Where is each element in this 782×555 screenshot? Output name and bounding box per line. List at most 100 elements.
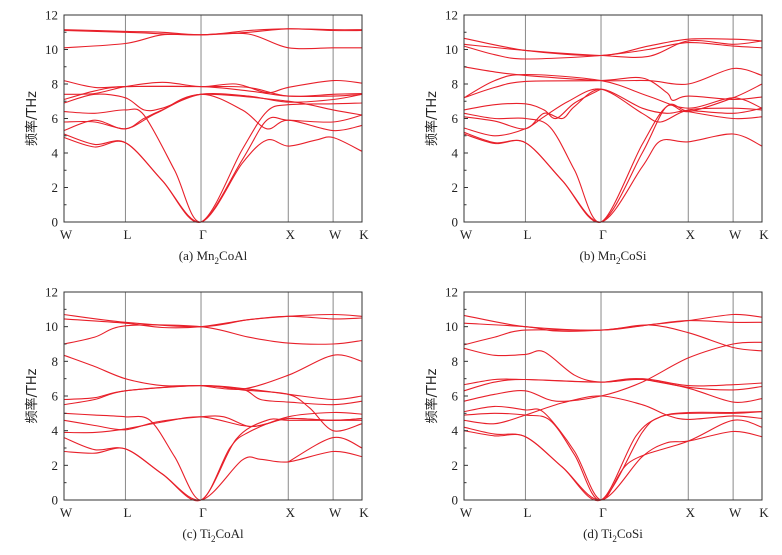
x-tick-label: W bbox=[60, 227, 73, 242]
y-axis-label: 频率/THz bbox=[24, 91, 40, 146]
caption-prefix: (c) Ti bbox=[182, 526, 211, 541]
phonon-band bbox=[63, 93, 363, 130]
caption-suffix: CoAl bbox=[215, 526, 244, 541]
phonon-band bbox=[463, 341, 763, 402]
phonon-band bbox=[463, 83, 763, 223]
phonon-band bbox=[63, 411, 363, 501]
y-tick-label: 8 bbox=[52, 354, 59, 369]
x-tick-label: Γ bbox=[199, 505, 207, 520]
phonon-band bbox=[63, 385, 363, 432]
phonon-band bbox=[63, 418, 362, 502]
y-tick-label: 12 bbox=[45, 285, 58, 300]
y-tick-label: 12 bbox=[45, 8, 58, 23]
phonon-band bbox=[63, 28, 363, 36]
y-tick-label: 6 bbox=[452, 111, 459, 126]
phonon-band bbox=[63, 354, 363, 406]
phonon-band bbox=[463, 41, 763, 60]
y-tick-label: 12 bbox=[445, 8, 458, 23]
panel-caption: (d) Ti2CoSi bbox=[583, 526, 643, 544]
y-tick-label: 6 bbox=[52, 389, 59, 404]
panel-caption: (c) Ti2CoAl bbox=[182, 526, 244, 544]
caption-subscript: 2 bbox=[211, 534, 216, 544]
y-tick-label: 2 bbox=[452, 180, 459, 195]
phonon-band bbox=[463, 378, 763, 387]
y-tick-label: 10 bbox=[445, 319, 458, 334]
x-tick-label: W bbox=[460, 505, 473, 520]
caption-subscript: 2 bbox=[215, 256, 220, 266]
phonon-band bbox=[288, 436, 363, 463]
phonon-band bbox=[63, 80, 363, 98]
y-tick-label: 4 bbox=[52, 146, 59, 161]
phonon-band bbox=[63, 313, 363, 328]
y-tick-label: 10 bbox=[445, 42, 458, 57]
y-tick-label: 6 bbox=[452, 389, 459, 404]
phonon-band bbox=[463, 76, 763, 101]
y-tick-label: 0 bbox=[52, 215, 59, 230]
x-tick-label: L bbox=[123, 227, 131, 242]
phonon-band bbox=[463, 395, 763, 425]
panel-caption: (a) Mn2CoAl bbox=[179, 248, 248, 266]
phonon-band bbox=[463, 66, 763, 85]
x-tick-label: K bbox=[759, 227, 769, 242]
phonon-band bbox=[463, 103, 763, 223]
phonon-band bbox=[63, 324, 363, 345]
y-tick-label: 0 bbox=[452, 215, 459, 230]
y-axis-label: 频率/THz bbox=[424, 368, 440, 423]
phonon-band bbox=[63, 32, 362, 50]
phonon-band bbox=[463, 88, 602, 120]
y-tick-label: 8 bbox=[452, 77, 459, 92]
phonon-band bbox=[63, 79, 363, 95]
x-tick-label: L bbox=[123, 505, 131, 520]
phonon-band bbox=[463, 73, 763, 109]
y-tick-label: 0 bbox=[452, 493, 459, 508]
x-tick-label: X bbox=[686, 227, 696, 242]
x-tick-label: W bbox=[60, 505, 73, 520]
caption-suffix: CoSi bbox=[617, 526, 643, 541]
x-tick-label: W bbox=[329, 505, 342, 520]
plot-frame bbox=[63, 291, 363, 501]
x-tick-label: W bbox=[460, 227, 473, 242]
plot-frame bbox=[463, 291, 763, 501]
y-tick-label: 2 bbox=[52, 458, 59, 473]
x-tick-label: K bbox=[359, 505, 369, 520]
phonon-band bbox=[463, 347, 763, 391]
caption-prefix: (b) Mn bbox=[580, 248, 617, 263]
phonon-band bbox=[63, 415, 363, 431]
caption-prefix: (a) Mn bbox=[179, 248, 215, 263]
y-tick-label: 4 bbox=[452, 423, 459, 438]
phonon-band bbox=[63, 28, 363, 36]
x-tick-label: L bbox=[523, 227, 531, 242]
caption-subscript: 2 bbox=[616, 256, 621, 266]
phonon-band bbox=[63, 315, 363, 329]
x-tick-label: W bbox=[329, 227, 342, 242]
x-tick-label: X bbox=[286, 505, 296, 520]
y-tick-label: 10 bbox=[45, 42, 58, 57]
caption-subscript: 2 bbox=[612, 534, 617, 544]
phonon-band bbox=[463, 88, 763, 130]
phonon-band bbox=[63, 102, 363, 223]
caption-suffix: CoAl bbox=[219, 248, 248, 263]
phonon-band bbox=[63, 93, 363, 112]
x-tick-label: Γ bbox=[199, 227, 207, 242]
y-tick-label: 2 bbox=[452, 458, 459, 473]
phonon-band bbox=[200, 354, 363, 390]
x-tick-label: K bbox=[359, 227, 369, 242]
phonon-band bbox=[63, 93, 363, 132]
y-tick-label: 8 bbox=[452, 354, 459, 369]
phonon-band bbox=[63, 447, 363, 501]
caption-prefix: (d) Ti bbox=[583, 526, 613, 541]
y-tick-label: 0 bbox=[52, 493, 59, 508]
y-tick-label: 2 bbox=[52, 180, 59, 195]
x-tick-label: L bbox=[523, 505, 531, 520]
phonon-band bbox=[63, 85, 363, 101]
caption-suffix: CoSi bbox=[620, 248, 646, 263]
y-tick-label: 10 bbox=[45, 319, 58, 334]
y-tick-label: 6 bbox=[52, 111, 59, 126]
y-tick-label: 4 bbox=[52, 423, 59, 438]
x-tick-label: X bbox=[686, 505, 696, 520]
plot-frame bbox=[63, 14, 363, 223]
